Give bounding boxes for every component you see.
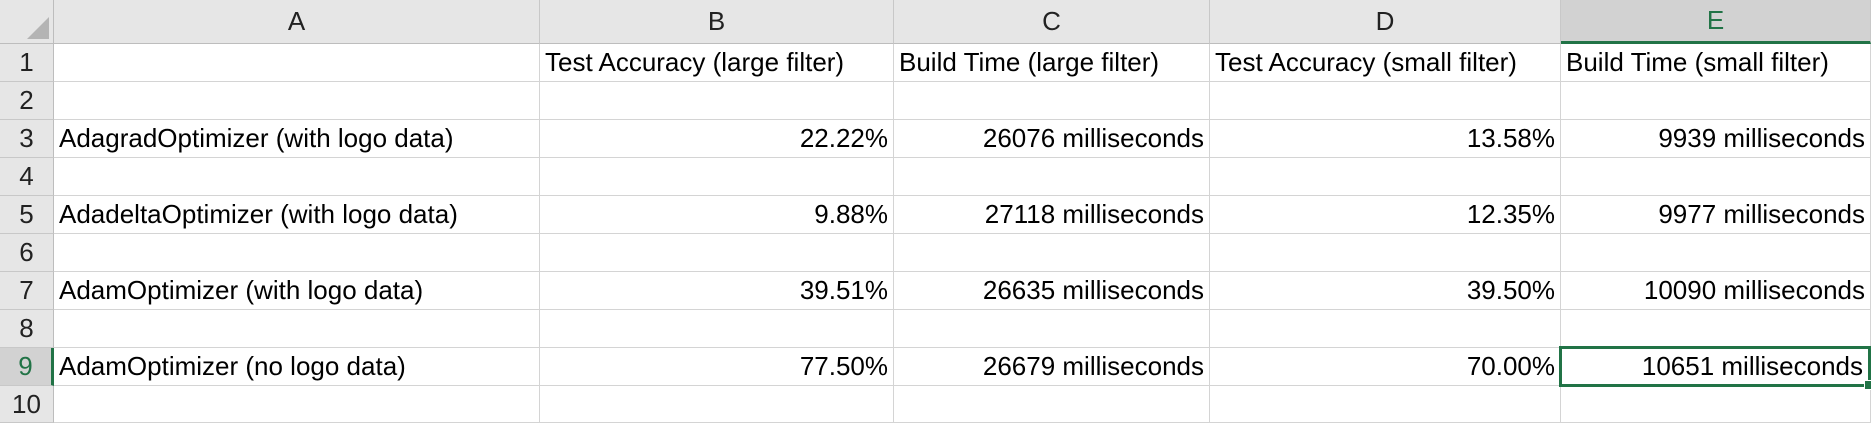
row-header-3[interactable]: 3	[0, 120, 54, 158]
row-header-1[interactable]: 1	[0, 44, 54, 82]
row-header-5[interactable]: 5	[0, 196, 54, 234]
cell-b1[interactable]: Test Accuracy (large filter)	[540, 44, 894, 82]
cell-e7[interactable]: 10090 milliseconds	[1561, 272, 1871, 310]
cell-c3[interactable]: 26076 milliseconds	[894, 120, 1210, 158]
cell-a10[interactable]	[54, 386, 540, 423]
cell-c10[interactable]	[894, 386, 1210, 423]
cell-e9-active[interactable]: 10651 milliseconds	[1559, 346, 1871, 390]
row-header-10[interactable]: 10	[0, 386, 54, 423]
row-header-2[interactable]: 2	[0, 82, 54, 120]
cell-c2[interactable]	[894, 82, 1210, 120]
cell-a1[interactable]	[54, 44, 540, 82]
cell-a3[interactable]: AdagradOptimizer (with logo data)	[54, 120, 540, 158]
cell-e5[interactable]: 9977 milliseconds	[1561, 196, 1871, 234]
select-all-button[interactable]	[0, 0, 54, 44]
row-header-7[interactable]: 7	[0, 272, 54, 310]
cell-b4[interactable]	[540, 158, 894, 196]
cell-d9[interactable]: 70.00%	[1210, 348, 1561, 386]
row-header-9[interactable]: 9	[0, 348, 54, 386]
cell-c6[interactable]	[894, 234, 1210, 272]
cell-e3[interactable]: 9939 milliseconds	[1561, 120, 1871, 158]
cell-c5[interactable]: 27118 milliseconds	[894, 196, 1210, 234]
cell-c1[interactable]: Build Time (large filter)	[894, 44, 1210, 82]
cell-d6[interactable]	[1210, 234, 1561, 272]
cell-a6[interactable]	[54, 234, 540, 272]
cell-e8[interactable]	[1561, 310, 1871, 348]
fill-handle[interactable]	[1864, 380, 1871, 390]
cell-d1[interactable]: Test Accuracy (small filter)	[1210, 44, 1561, 82]
cell-c4[interactable]	[894, 158, 1210, 196]
column-header-a[interactable]: A	[54, 0, 540, 44]
cell-b3[interactable]: 22.22%	[540, 120, 894, 158]
cell-a9[interactable]: AdamOptimizer (no logo data)	[54, 348, 540, 386]
cell-a4[interactable]	[54, 158, 540, 196]
column-header-b[interactable]: B	[540, 0, 894, 44]
cell-d4[interactable]	[1210, 158, 1561, 196]
cell-a7[interactable]: AdamOptimizer (with logo data)	[54, 272, 540, 310]
cell-c8[interactable]	[894, 310, 1210, 348]
cell-d8[interactable]	[1210, 310, 1561, 348]
cell-d7[interactable]: 39.50%	[1210, 272, 1561, 310]
cell-b7[interactable]: 39.51%	[540, 272, 894, 310]
row-header-4[interactable]: 4	[0, 158, 54, 196]
cell-d2[interactable]	[1210, 82, 1561, 120]
cell-e4[interactable]	[1561, 158, 1871, 196]
cell-e6[interactable]	[1561, 234, 1871, 272]
column-header-d[interactable]: D	[1210, 0, 1561, 44]
select-all-triangle-icon	[27, 17, 49, 39]
cell-d10[interactable]	[1210, 386, 1561, 423]
cell-b6[interactable]	[540, 234, 894, 272]
cell-e1[interactable]: Build Time (small filter)	[1561, 44, 1871, 82]
column-header-c[interactable]: C	[894, 0, 1210, 44]
cell-d3[interactable]: 13.58%	[1210, 120, 1561, 158]
cell-e10[interactable]	[1561, 386, 1871, 423]
cell-c9[interactable]: 26679 milliseconds	[894, 348, 1210, 386]
cell-b9[interactable]: 77.50%	[540, 348, 894, 386]
row-header-6[interactable]: 6	[0, 234, 54, 272]
cell-b8[interactable]	[540, 310, 894, 348]
cell-d5[interactable]: 12.35%	[1210, 196, 1561, 234]
cell-a5[interactable]: AdadeltaOptimizer (with logo data)	[54, 196, 540, 234]
cell-b2[interactable]	[540, 82, 894, 120]
cell-b5[interactable]: 9.88%	[540, 196, 894, 234]
cell-a8[interactable]	[54, 310, 540, 348]
column-header-e[interactable]: E	[1561, 0, 1871, 44]
cell-e9-value: 10651 milliseconds	[1641, 351, 1863, 381]
cell-e2[interactable]	[1561, 82, 1871, 120]
row-header-8[interactable]: 8	[0, 310, 54, 348]
cell-c7[interactable]: 26635 milliseconds	[894, 272, 1210, 310]
cell-a2[interactable]	[54, 82, 540, 120]
cell-b10[interactable]	[540, 386, 894, 423]
